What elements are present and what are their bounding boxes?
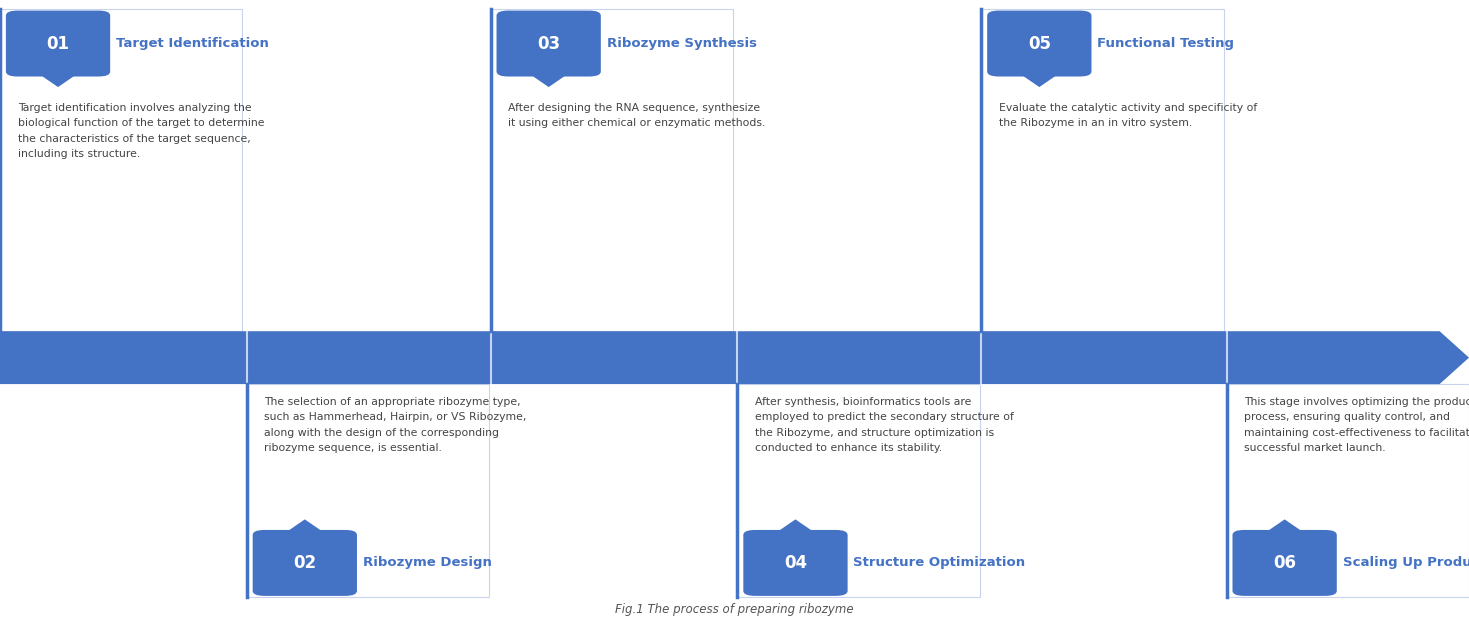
Text: 04: 04 [784,554,806,572]
Polygon shape [35,72,81,87]
Text: Scaling Up Production: Scaling Up Production [1343,557,1469,569]
FancyBboxPatch shape [987,11,1091,77]
Text: 05: 05 [1028,35,1050,52]
Text: Functional Testing: Functional Testing [1097,37,1234,50]
Polygon shape [526,72,571,87]
Text: The selection of an appropriate ribozyme type,
such as Hammerhead, Hairpin, or V: The selection of an appropriate ribozyme… [264,397,527,453]
Text: Fig.1 The process of preparing ribozyme: Fig.1 The process of preparing ribozyme [616,603,853,616]
Polygon shape [1017,72,1062,87]
FancyBboxPatch shape [0,9,242,331]
FancyBboxPatch shape [1232,530,1337,596]
FancyBboxPatch shape [981,9,1224,331]
FancyBboxPatch shape [491,9,733,331]
FancyBboxPatch shape [1227,384,1469,597]
FancyBboxPatch shape [737,384,980,597]
Text: Ribozyme Design: Ribozyme Design [363,557,492,569]
Polygon shape [282,519,328,535]
Text: Target Identification: Target Identification [116,37,269,50]
Text: 01: 01 [47,35,69,52]
Text: After designing the RNA sequence, synthesize
it using either chemical or enzymat: After designing the RNA sequence, synthe… [508,103,765,128]
FancyBboxPatch shape [6,11,110,77]
Polygon shape [1262,519,1307,535]
Text: 06: 06 [1274,554,1296,572]
FancyBboxPatch shape [247,384,489,597]
Text: Ribozyme Synthesis: Ribozyme Synthesis [607,37,757,50]
Polygon shape [0,331,1469,384]
Polygon shape [773,519,818,535]
Text: 03: 03 [538,35,560,52]
Text: This stage involves optimizing the production
process, ensuring quality control,: This stage involves optimizing the produ… [1244,397,1469,453]
FancyBboxPatch shape [743,530,848,596]
FancyBboxPatch shape [497,11,601,77]
Text: Target identification involves analyzing the
biological function of the target t: Target identification involves analyzing… [18,103,264,159]
Text: After synthesis, bioinformatics tools are
employed to predict the secondary stru: After synthesis, bioinformatics tools ar… [755,397,1014,453]
FancyBboxPatch shape [253,530,357,596]
Text: 02: 02 [294,554,316,572]
Text: Evaluate the catalytic activity and specificity of
the Ribozyme in an in vitro s: Evaluate the catalytic activity and spec… [999,103,1257,128]
Text: Structure Optimization: Structure Optimization [853,557,1025,569]
